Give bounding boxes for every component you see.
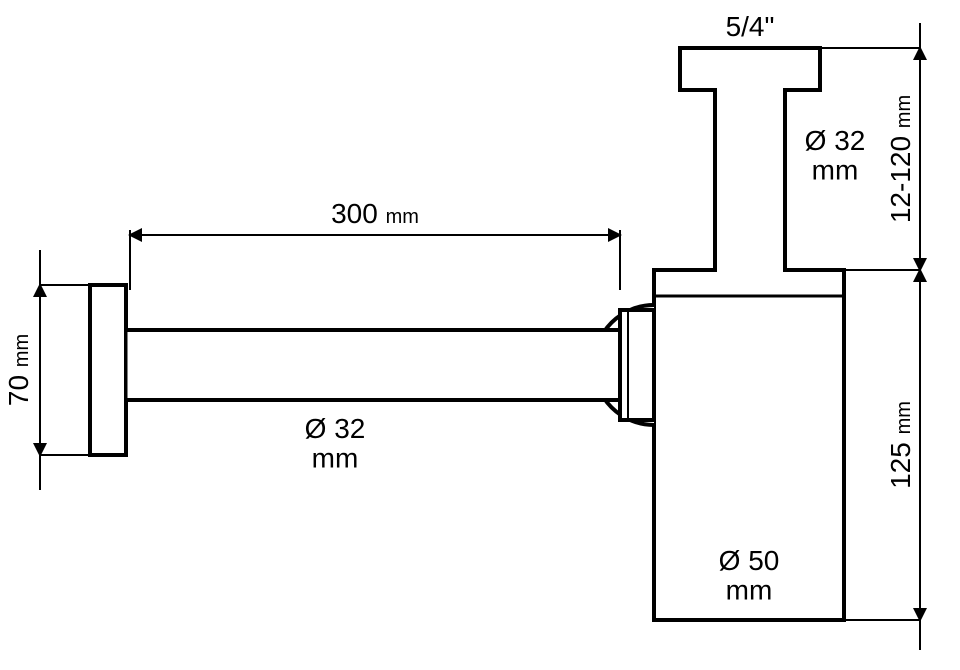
svg-text:12-120 mm: 12-120 mm (885, 95, 916, 223)
svg-text:5/4": 5/4" (726, 11, 775, 42)
siphon-outline (90, 48, 844, 620)
technical-drawing: 5/4" 300 mm 70 mm 12-120 mm 125 mm Ø 32mm Ø 32… (0, 0, 960, 670)
svg-text:125 mm: 125 mm (885, 401, 916, 489)
svg-text:300 mm: 300 mm (331, 198, 419, 229)
svg-text:70 mm: 70 mm (3, 334, 34, 406)
svg-text:Ø 50mm: Ø 50mm (719, 545, 780, 605)
svg-text:Ø 32mm: Ø 32mm (305, 413, 366, 473)
svg-text:Ø 32mm: Ø 32mm (805, 125, 866, 185)
